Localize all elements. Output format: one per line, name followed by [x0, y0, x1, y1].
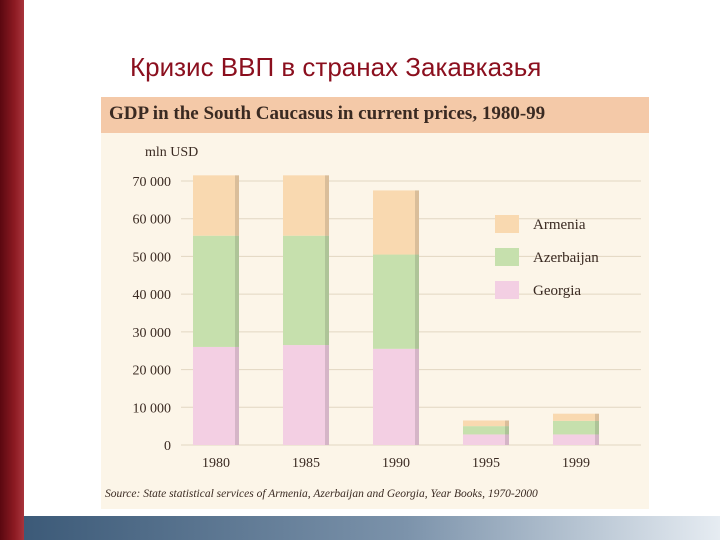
bottom-accent-bar [24, 516, 720, 540]
legend-swatch-armenia [495, 215, 519, 233]
bar-segment-georgia-1985 [283, 345, 329, 445]
bar-segment-georgia-1995 [463, 434, 509, 445]
bar-edge-shadow [415, 190, 419, 445]
bar-segment-georgia-1980 [193, 346, 239, 445]
y-tick-label: 30 000 [133, 326, 172, 341]
y-axis-unit-label: mln USD [145, 145, 198, 160]
bar-edge-shadow [235, 175, 239, 445]
y-tick-label: 10 000 [133, 401, 172, 416]
bar-segment-azerbaijan-1990 [373, 254, 419, 349]
bar-segment-georgia-1990 [373, 348, 419, 445]
legend-label-azerbaijan: Azerbaijan [533, 250, 599, 266]
legend-label-georgia: Georgia [533, 283, 581, 299]
legend-swatch-azerbaijan [495, 248, 519, 266]
bar-segment-armenia-1985 [283, 175, 329, 236]
slide-title: Кризис ВВП в странах Закавказья [130, 52, 542, 82]
x-category-label: 1999 [562, 456, 590, 471]
x-category-label: 1985 [292, 456, 320, 471]
x-category-label: 1980 [202, 456, 230, 471]
chart-figure: GDP in the South Caucasus in current pri… [101, 97, 649, 509]
y-tick-label: 20 000 [133, 364, 172, 379]
chart-source-note: Source: State statistical services of Ar… [105, 488, 538, 500]
bar-edge-shadow [595, 413, 599, 445]
bar-segment-azerbaijan-1980 [193, 235, 239, 347]
legend-swatch-georgia [495, 281, 519, 299]
left-accent-bar [0, 0, 24, 540]
stacked-bar-chart: 0 10 000 20 000 30 000 40 000 50 000 60 000 70 … [133, 145, 641, 471]
y-tick-label: 50 000 [133, 250, 172, 265]
chart-header-band [101, 97, 649, 133]
bar-segment-armenia-1995 [463, 420, 509, 427]
bar-segment-azerbaijan-1999 [553, 420, 599, 435]
chart-title: GDP in the South Caucasus in current pri… [109, 103, 546, 124]
legend-label-armenia: Armenia [533, 217, 586, 233]
bar-segment-armenia-1999 [553, 413, 599, 421]
bar-edge-shadow [505, 420, 509, 445]
bar-segment-armenia-1990 [373, 190, 419, 255]
bar-segment-armenia-1980 [193, 175, 239, 236]
y-tick-label: 0 [164, 439, 171, 454]
bar-segment-georgia-1999 [553, 434, 599, 445]
x-category-label: 1990 [382, 456, 410, 471]
x-category-label: 1995 [472, 456, 500, 471]
y-tick-label: 70 000 [133, 175, 172, 190]
bar-segment-azerbaijan-1995 [463, 426, 509, 435]
bar-edge-shadow [325, 175, 329, 445]
bar-segment-azerbaijan-1985 [283, 235, 329, 346]
y-tick-label: 40 000 [133, 288, 172, 303]
y-tick-label: 60 000 [133, 213, 172, 228]
